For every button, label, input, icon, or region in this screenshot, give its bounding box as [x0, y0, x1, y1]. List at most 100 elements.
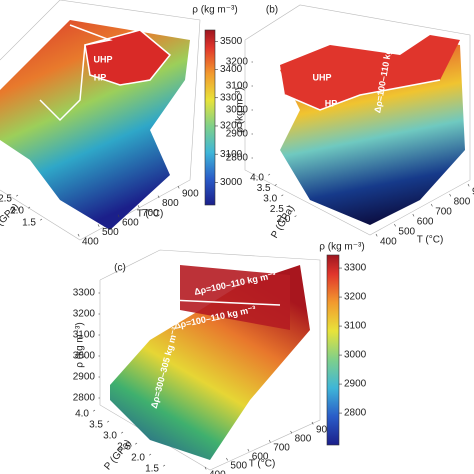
annotation: UHP [93, 54, 112, 64]
colorbar-tick-label: 3300 [220, 92, 243, 103]
tick-mark [107, 420, 110, 423]
y-tick-label: 2.0 [276, 214, 290, 225]
z-tick-label: 3100 [73, 330, 96, 341]
x-tick-label: 600 [417, 217, 434, 228]
x-tick-label: 600 [122, 217, 139, 228]
tick-mark [163, 464, 166, 467]
x-tick-label: 400 [82, 237, 99, 248]
z-tick-label: 3000 [226, 105, 249, 116]
tick-mark [204, 466, 207, 470]
y-tick-label: 2.5 [0, 194, 12, 205]
tick-mark [135, 442, 138, 445]
y-tick-label: 4.0 [75, 409, 89, 420]
colorbar-label: ρ (kg m⁻³) [192, 5, 237, 16]
tick-mark [97, 224, 100, 227]
annotation: HP [325, 98, 338, 108]
tick-mark [268, 439, 271, 443]
colorbar-tick-label: 3200 [344, 292, 367, 303]
x-tick-label: 800 [162, 198, 179, 209]
tick-mark [28, 206, 31, 209]
x-tick-label: 900 [472, 187, 474, 198]
x-axis-label: T (°C) [249, 459, 276, 470]
x-tick-label: 500 [102, 227, 119, 238]
tick-mark [287, 204, 290, 207]
y-tick-label: 4.0 [250, 173, 264, 184]
colorbar-tick-label: 3100 [344, 321, 367, 332]
x-tick-label: 700 [435, 207, 452, 218]
z-axis-label: ρ (kg m⁻³) [235, 87, 246, 132]
x-tick-label: 900 [182, 189, 199, 200]
x-tick-label: 500 [398, 227, 415, 238]
x-tick-label: 800 [295, 434, 312, 445]
y-tick-label: 1.5 [22, 218, 36, 229]
tick-mark [77, 233, 80, 237]
y-tick-label: 1.5 [145, 464, 159, 474]
tick-mark [247, 448, 250, 452]
annotation: HP [94, 72, 107, 82]
y-tick-label: 2.0 [10, 206, 24, 217]
tick-mark [16, 194, 19, 197]
tick-mark [394, 223, 396, 227]
tick-mark [412, 213, 415, 217]
y-tick-label: 2.5 [270, 204, 284, 215]
colorbar-tick-label: 2900 [344, 379, 367, 390]
y-tick-label: 2.0 [131, 453, 145, 464]
z-tick-label: 3000 [73, 351, 96, 362]
z-tick-label: 3200 [226, 57, 249, 68]
tick-mark [430, 203, 433, 207]
tick-mark [290, 430, 293, 434]
colorbar-tick-label: 3000 [344, 350, 367, 361]
y-tick-label: 3.0 [263, 193, 277, 204]
tick-mark [93, 409, 96, 412]
y-tick-label: 3.5 [257, 183, 271, 194]
z-tick-label: 3200 [73, 309, 96, 320]
x-tick-label: 900 [316, 425, 333, 436]
panel-label: (b) [266, 5, 278, 16]
tick-mark [149, 453, 152, 456]
tick-mark [467, 183, 470, 187]
colorbar-tick-label: 2800 [344, 408, 367, 419]
x-tick-label: 500 [230, 461, 247, 472]
tick-mark [226, 457, 228, 461]
z-tick-label: 2900 [226, 129, 249, 140]
colorbar-label: ρ (kg m⁻³) [319, 242, 364, 253]
tick-mark [449, 193, 452, 197]
y-tick-label: 2.5 [117, 442, 131, 453]
annotation: UHP [312, 72, 331, 82]
tick-mark [375, 233, 378, 237]
z-tick-label: 2900 [73, 372, 96, 383]
colorbar-tick-label: 3200 [220, 121, 243, 132]
surfaces [0, 20, 465, 460]
x-axis-label: T (°C) [417, 235, 444, 246]
tick-mark [177, 185, 180, 189]
tick-mark [294, 215, 297, 218]
colorbar [326, 254, 340, 446]
tick-mark [121, 431, 124, 434]
panel-label: (c) [114, 263, 126, 274]
y-tick-label: 3.5 [89, 420, 103, 431]
z-tick-label: 3100 [226, 81, 249, 92]
x-tick-label: 600 [252, 452, 269, 463]
tick-mark [274, 184, 277, 186]
colorbar [204, 29, 216, 206]
x-tick-label: 700 [142, 208, 159, 219]
tick-mark [281, 194, 284, 197]
x-tick-label: 400 [380, 237, 397, 248]
z-tick-label: 3300 [73, 288, 96, 299]
x-axis-label: T (°C) [137, 209, 164, 220]
colorbar-tick-label: 3500 [220, 36, 243, 47]
tick-mark [137, 205, 140, 208]
colorbar-tick-label: 3300 [344, 263, 367, 274]
colorbar-tick-label: 3400 [220, 64, 243, 75]
z-tick-label: 2800 [226, 153, 249, 164]
x-tick-label: 700 [273, 443, 290, 454]
z-axis-label: ρ (kg m⁻³) [75, 322, 86, 367]
tick-mark [268, 173, 271, 176]
tick-mark [157, 195, 160, 199]
tick-mark [117, 214, 120, 218]
colorbar-tick-label: 3000 [220, 177, 243, 188]
y-tick-label: 3.0 [103, 431, 117, 442]
tick-mark [40, 218, 43, 221]
